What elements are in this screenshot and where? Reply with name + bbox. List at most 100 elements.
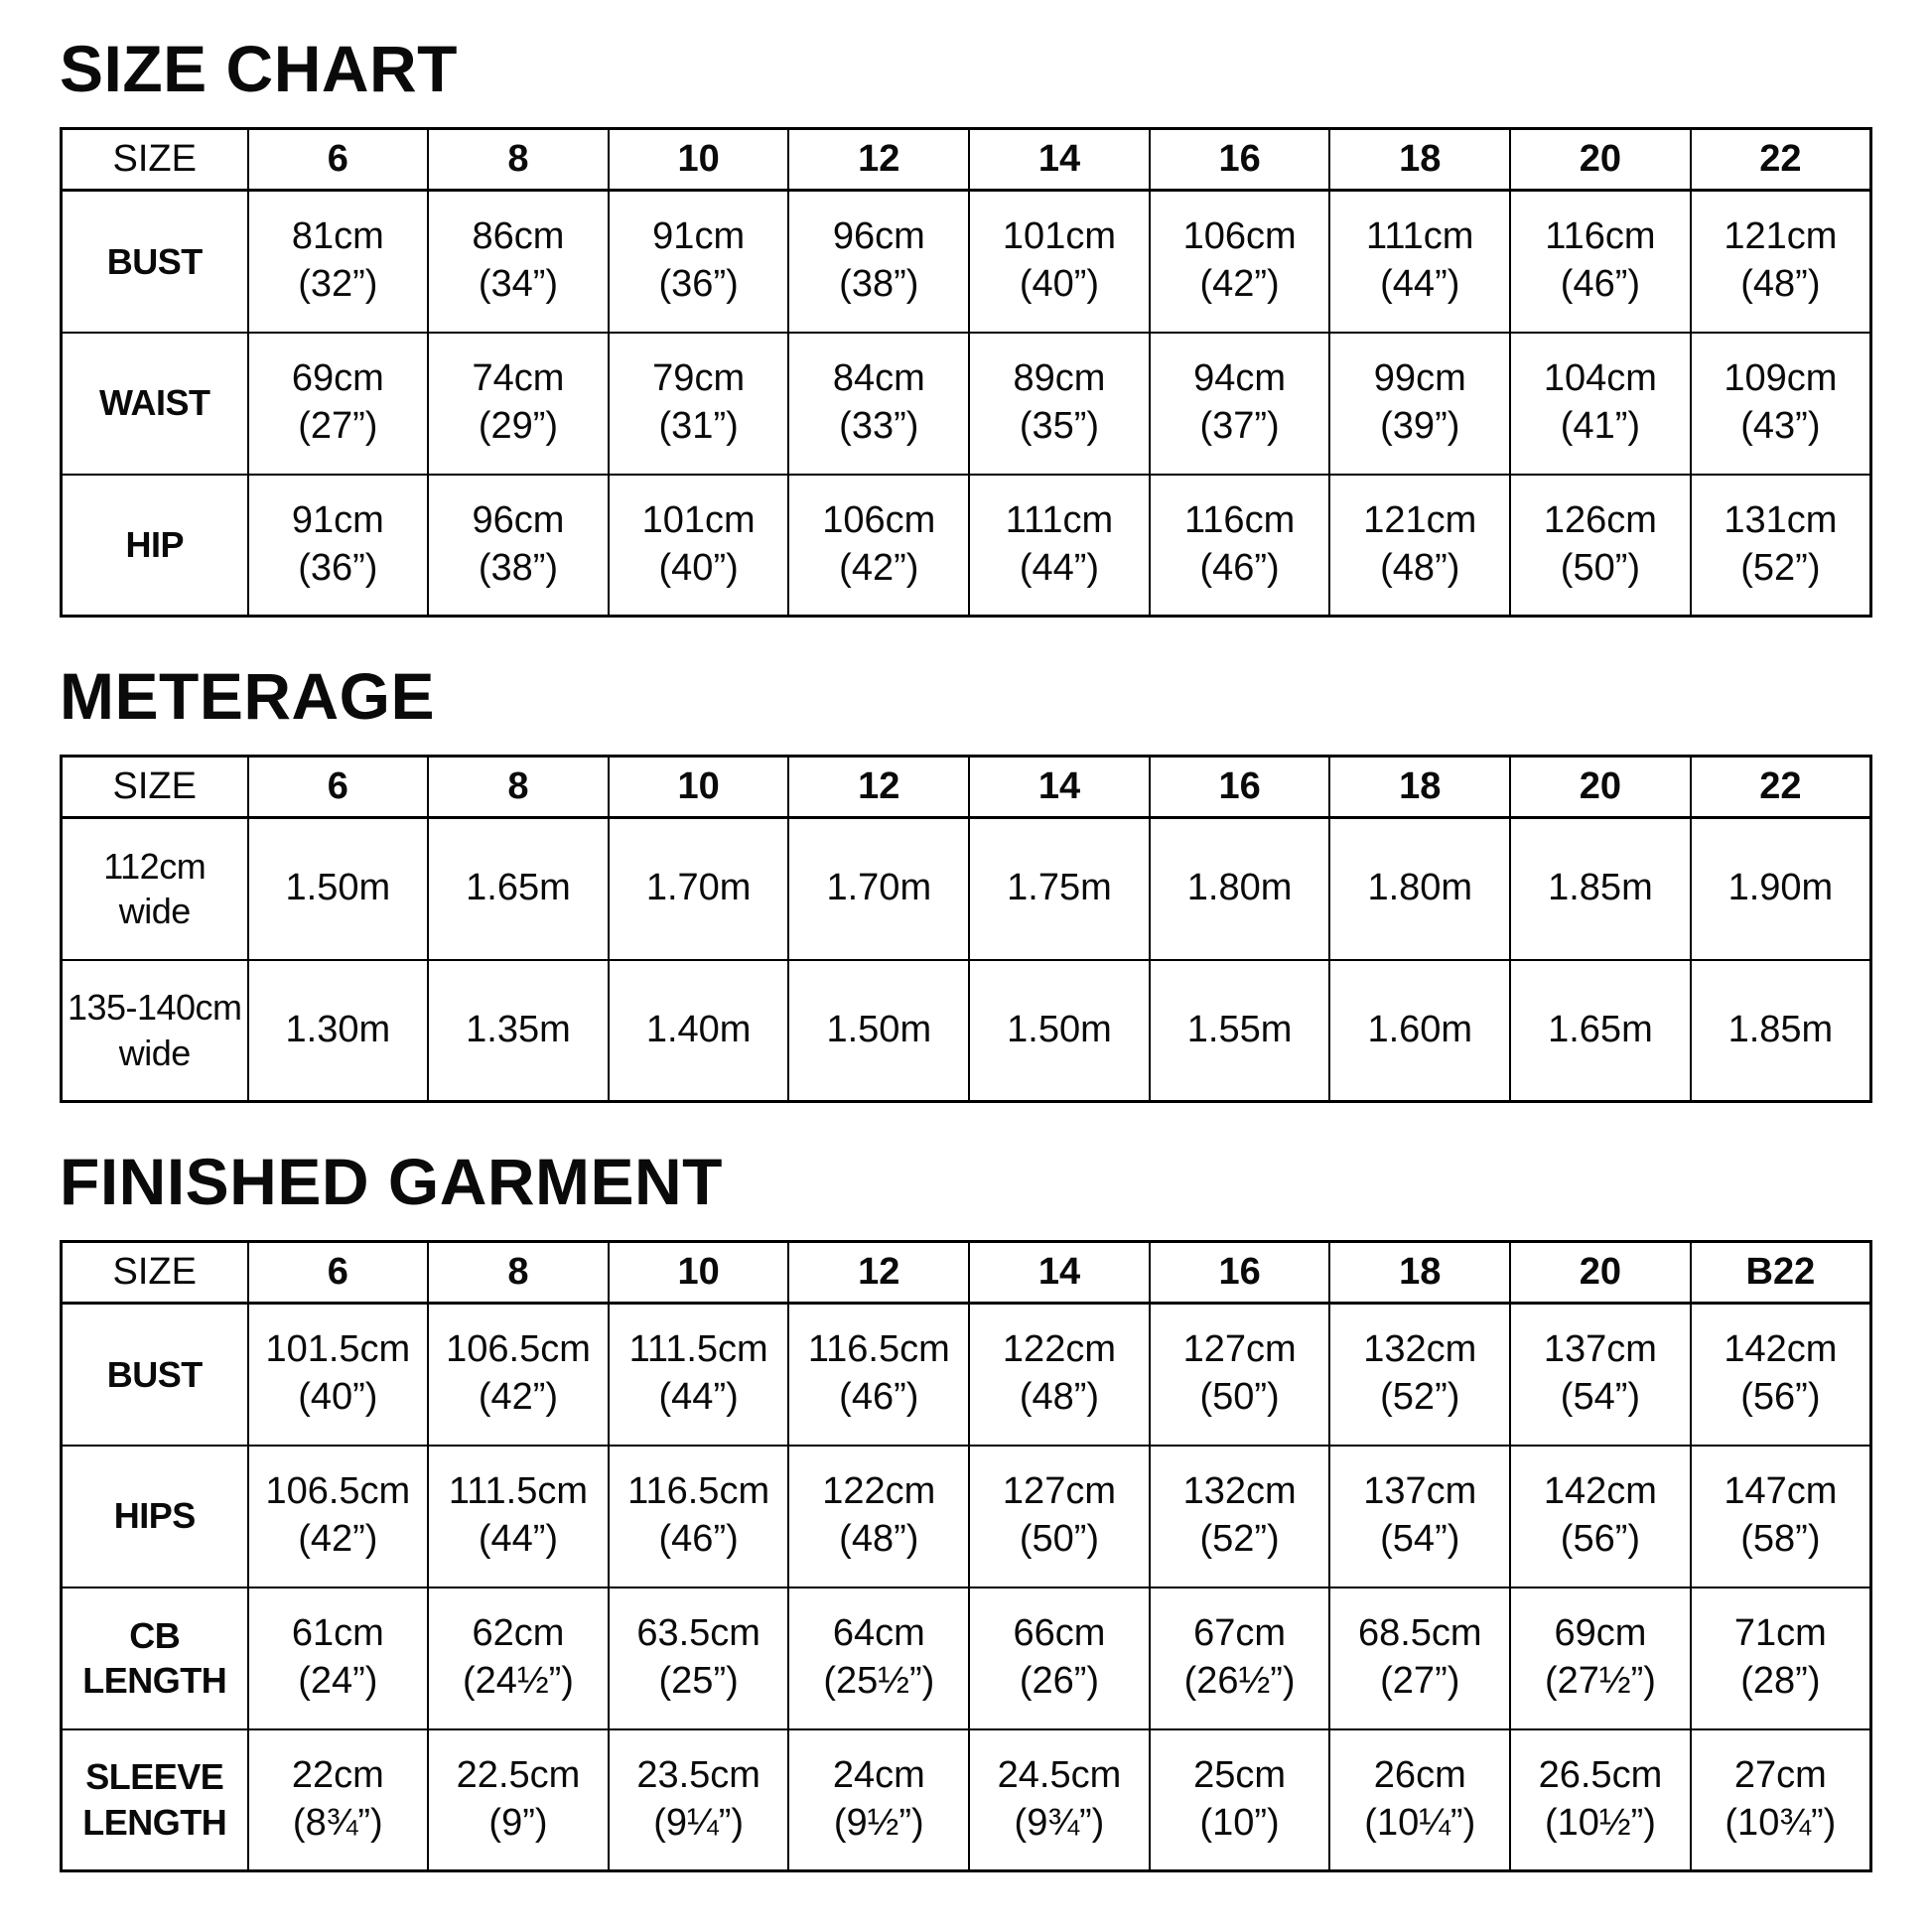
size-column-header: 16 (1148, 755, 1331, 819)
measurement-cell: 1.85m (1509, 816, 1692, 961)
measurement-cell: 127cm (50”) (1148, 1302, 1331, 1447)
measurement-cell: 89cm (35”) (968, 331, 1151, 476)
measurement-cell: 111.5cm (44”) (427, 1444, 610, 1588)
table-row: BUST 101.5cm (40”) 106.5cm (42”) 111.5cm (4… (60, 1302, 1872, 1447)
measurement-cell: 24.5cm (9¾”) (968, 1727, 1151, 1872)
size-column-header: 12 (787, 755, 971, 819)
measurement-cell: 1.50m (246, 816, 430, 961)
row-label: WAIST (60, 331, 249, 476)
size-column-header: 10 (607, 1240, 790, 1305)
measurement-cell: 142cm (56”) (1509, 1444, 1692, 1588)
measurement-cell: 104cm (41”) (1509, 331, 1692, 476)
measurement-cell: 64cm (25½”) (787, 1586, 971, 1730)
measurement-cell: 1.90m (1689, 816, 1872, 961)
table-row: WAIST 69cm (27”) 74cm (29”) 79cm (31”) 84cm … (60, 331, 1872, 476)
measurement-cell: 122cm (48”) (968, 1302, 1151, 1447)
measurement-cell: 121cm (48”) (1689, 189, 1872, 334)
size-chart-title: SIZE CHART (60, 32, 458, 105)
measurement-cell: 111cm (44”) (1328, 189, 1512, 334)
table-row: BUST 81cm (32”) 86cm (34”) 91cm (36”) 96cm (… (60, 189, 1872, 334)
row-label: HIPS (60, 1444, 249, 1588)
measurement-cell: 74cm (29”) (427, 331, 610, 476)
size-column-header: 10 (607, 755, 790, 819)
size-column-header: 22 (1689, 755, 1872, 819)
measurement-cell: 86cm (34”) (427, 189, 610, 334)
size-chart-page: SIZE CHART SIZE 6 8 10 12 14 16 18 20 22 BUST 81cm … (60, 32, 1872, 1872)
measurement-cell: 147cm (58”) (1689, 1444, 1872, 1588)
measurement-cell: 137cm (54”) (1509, 1302, 1692, 1447)
measurement-cell: 1.65m (427, 816, 610, 961)
header-row: SIZE 6 8 10 12 14 16 18 20 22 (60, 127, 1872, 192)
measurement-cell: 1.60m (1328, 958, 1512, 1103)
measurement-cell: 122cm (48”) (787, 1444, 971, 1588)
table-row: HIPS 106.5cm (42”) 111.5cm (44”) 116.5cm (4… (60, 1444, 1872, 1588)
size-chart-table: SIZE 6 8 10 12 14 16 18 20 22 BUST 81cm (32”) 86cm (… (60, 127, 1872, 618)
size-column-header: 6 (246, 755, 430, 819)
measurement-cell: 81cm (32”) (246, 189, 430, 334)
measurement-cell: 1.85m (1689, 958, 1872, 1103)
table-row: SLEEVE LENGTH 22cm (8¾”) 22.5cm (9”) 23.5cm… (60, 1727, 1872, 1872)
measurement-cell: 25cm (10”) (1148, 1727, 1331, 1872)
table-row: 135-140cm wide 1.30m 1.35m 1.40m 1.50m 1.50m 1… (60, 958, 1872, 1103)
measurement-cell: 127cm (50”) (968, 1444, 1151, 1588)
size-column-header: 8 (427, 1240, 610, 1305)
meterage-title: METERAGE (60, 659, 436, 733)
measurement-cell: 1.50m (968, 958, 1151, 1103)
measurement-cell: 106.5cm (42”) (427, 1302, 610, 1447)
measurement-cell: 1.50m (787, 958, 971, 1103)
measurement-cell: 111.5cm (44”) (607, 1302, 790, 1447)
measurement-cell: 71cm (28”) (1689, 1586, 1872, 1730)
measurement-cell: 69cm (27”) (246, 331, 430, 476)
size-column-header: 10 (607, 127, 790, 192)
row-label: 135-140cm wide (60, 958, 249, 1103)
size-label-header: SIZE (60, 1240, 249, 1305)
meterage-section: METERAGE SIZE 6 8 10 12 14 16 18 20 22 112cm wide 1… (60, 663, 1872, 1103)
size-column-header: 12 (787, 127, 971, 192)
measurement-cell: 101cm (40”) (607, 473, 790, 618)
measurement-cell: 26.5cm (10½”) (1509, 1727, 1692, 1872)
size-column-header: 18 (1328, 755, 1512, 819)
measurement-cell: 68.5cm (27”) (1328, 1586, 1512, 1730)
size-column-header: 14 (968, 1240, 1151, 1305)
table-row: HIP 91cm (36”) 96cm (38”) 101cm (40”) 106cm … (60, 473, 1872, 618)
size-column-header: 8 (427, 127, 610, 192)
row-label: BUST (60, 189, 249, 334)
row-label: CB LENGTH (60, 1586, 249, 1730)
meterage-table: SIZE 6 8 10 12 14 16 18 20 22 112cm wide 1.50m 1.65m… (60, 755, 1872, 1103)
measurement-cell: 132cm (52”) (1328, 1302, 1512, 1447)
measurement-cell: 131cm (52”) (1689, 473, 1872, 618)
measurement-cell: 142cm (56”) (1689, 1302, 1872, 1447)
measurement-cell: 99cm (39”) (1328, 331, 1512, 476)
measurement-cell: 91cm (36”) (246, 473, 430, 618)
measurement-cell: 96cm (38”) (427, 473, 610, 618)
row-label: HIP (60, 473, 249, 618)
size-column-header: 14 (968, 755, 1151, 819)
measurement-cell: 1.35m (427, 958, 610, 1103)
measurement-cell: 1.80m (1148, 816, 1331, 961)
measurement-cell: 27cm (10¾”) (1689, 1727, 1872, 1872)
measurement-cell: 67cm (26½”) (1148, 1586, 1331, 1730)
measurement-cell: 84cm (33”) (787, 331, 971, 476)
measurement-cell: 23.5cm (9¼”) (607, 1727, 790, 1872)
size-column-header: 20 (1509, 127, 1692, 192)
measurement-cell: 126cm (50”) (1509, 473, 1692, 618)
measurement-cell: 22cm (8¾”) (246, 1727, 430, 1872)
measurement-cell: 109cm (43”) (1689, 331, 1872, 476)
measurement-cell: 61cm (24”) (246, 1586, 430, 1730)
measurement-cell: 1.40m (607, 958, 790, 1103)
size-column-header: 8 (427, 755, 610, 819)
measurement-cell: 121cm (48”) (1328, 473, 1512, 618)
measurement-cell: 1.80m (1328, 816, 1512, 961)
size-column-header: 18 (1328, 127, 1512, 192)
size-column-header: 20 (1509, 1240, 1692, 1305)
measurement-cell: 62cm (24½”) (427, 1586, 610, 1730)
row-label: SLEEVE LENGTH (60, 1727, 249, 1872)
header-row: SIZE 6 8 10 12 14 16 18 20 22 (60, 755, 1872, 819)
finished-garment-table: SIZE 6 8 10 12 14 16 18 20 B22 BUST 101.5cm (40”) 10… (60, 1240, 1872, 1872)
measurement-cell: 106cm (42”) (787, 473, 971, 618)
size-column-header: 6 (246, 1240, 430, 1305)
measurement-cell: 63.5cm (25”) (607, 1586, 790, 1730)
measurement-cell: 1.65m (1509, 958, 1692, 1103)
measurement-cell: 101.5cm (40”) (246, 1302, 430, 1447)
measurement-cell: 116cm (46”) (1509, 189, 1692, 334)
